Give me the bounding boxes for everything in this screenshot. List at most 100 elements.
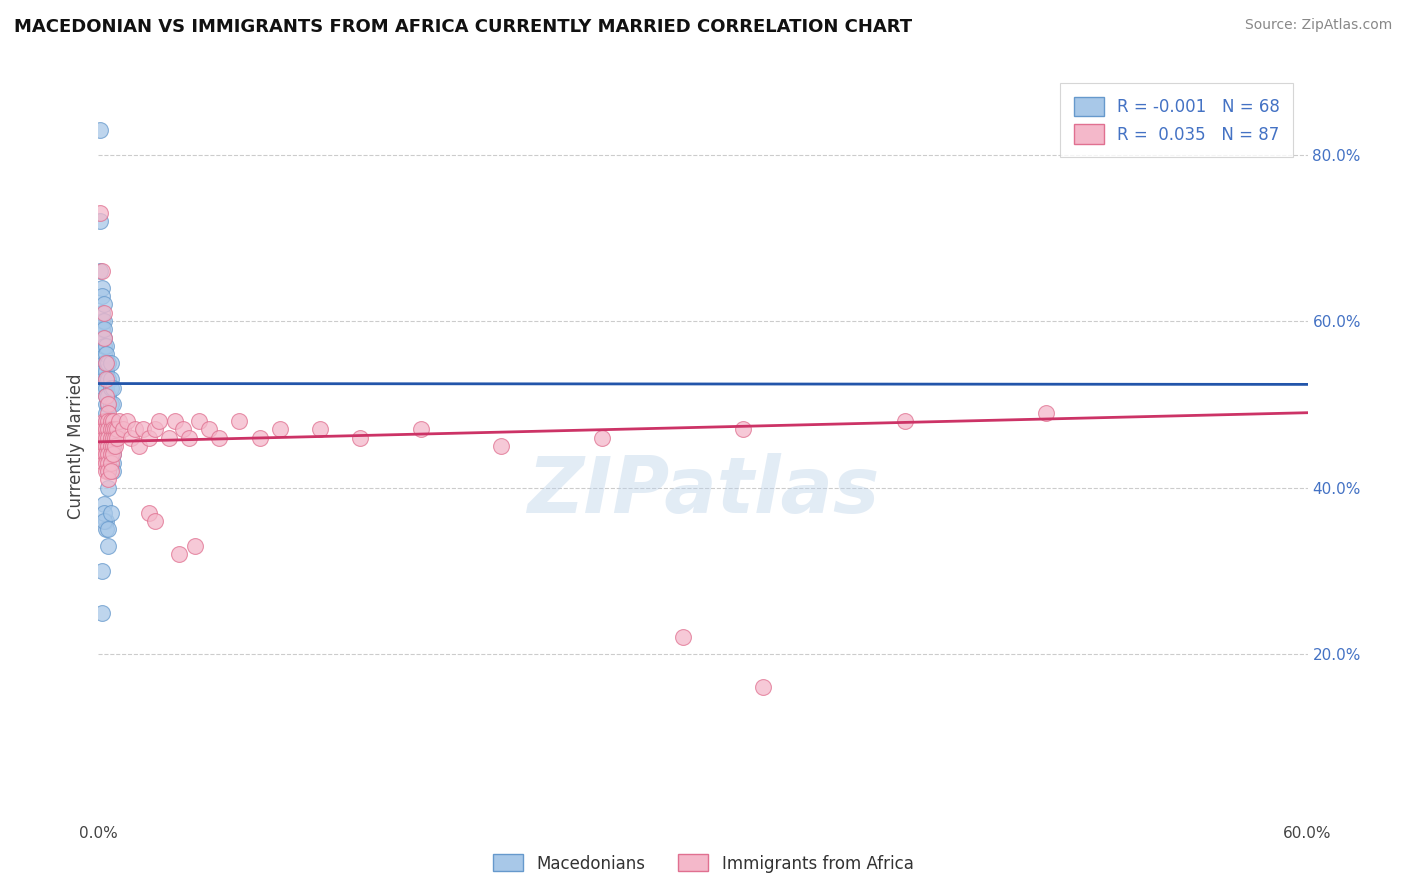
Point bbox=[269, 422, 291, 436]
Point bbox=[97, 431, 120, 445]
Point bbox=[96, 347, 118, 361]
Point bbox=[409, 422, 432, 436]
Point bbox=[893, 414, 915, 428]
Legend: R = -0.001   N = 68, R =  0.035   N = 87: R = -0.001 N = 68, R = 0.035 N = 87 bbox=[1060, 84, 1294, 157]
Point bbox=[91, 439, 114, 453]
Point bbox=[93, 439, 115, 453]
Point bbox=[101, 431, 124, 445]
Point bbox=[172, 422, 194, 436]
Point bbox=[101, 422, 124, 436]
Point bbox=[103, 431, 125, 445]
Point bbox=[101, 397, 124, 411]
Point bbox=[100, 431, 122, 445]
Point bbox=[96, 414, 118, 428]
Point bbox=[96, 364, 118, 378]
Point bbox=[93, 364, 115, 378]
Point bbox=[100, 464, 122, 478]
Point bbox=[208, 431, 231, 445]
Point bbox=[91, 264, 114, 278]
Point bbox=[96, 439, 118, 453]
Point bbox=[138, 431, 160, 445]
Point bbox=[91, 431, 114, 445]
Point bbox=[101, 431, 124, 445]
Point bbox=[97, 464, 120, 478]
Point bbox=[103, 439, 125, 453]
Point bbox=[96, 381, 118, 395]
Point bbox=[491, 439, 513, 453]
Point bbox=[103, 422, 125, 436]
Point bbox=[101, 447, 124, 461]
Point bbox=[228, 414, 250, 428]
Point bbox=[96, 414, 118, 428]
Point bbox=[93, 372, 115, 386]
Point bbox=[96, 406, 118, 420]
Point bbox=[93, 331, 115, 345]
Point bbox=[101, 447, 124, 461]
Point bbox=[100, 456, 122, 470]
Point bbox=[91, 564, 114, 578]
Point bbox=[97, 439, 120, 453]
Point bbox=[672, 631, 695, 645]
Point bbox=[101, 456, 124, 470]
Point bbox=[91, 447, 114, 461]
Point bbox=[91, 422, 114, 436]
Point bbox=[101, 439, 124, 453]
Point bbox=[93, 431, 115, 445]
Point bbox=[100, 506, 122, 520]
Point bbox=[100, 414, 122, 428]
Point bbox=[91, 281, 114, 295]
Point bbox=[100, 447, 122, 461]
Point bbox=[97, 414, 120, 428]
Point bbox=[89, 422, 111, 436]
Point bbox=[1035, 406, 1057, 420]
Point bbox=[101, 464, 124, 478]
Point bbox=[179, 431, 201, 445]
Point bbox=[97, 397, 120, 411]
Point bbox=[97, 456, 120, 470]
Point bbox=[96, 456, 118, 470]
Point bbox=[93, 347, 115, 361]
Point bbox=[93, 297, 115, 311]
Point bbox=[96, 356, 118, 370]
Point bbox=[97, 422, 120, 436]
Point bbox=[93, 414, 115, 428]
Point bbox=[105, 422, 128, 436]
Point bbox=[100, 372, 122, 386]
Point bbox=[198, 422, 221, 436]
Point bbox=[89, 214, 111, 228]
Text: MACEDONIAN VS IMMIGRANTS FROM AFRICA CURRENTLY MARRIED CORRELATION CHART: MACEDONIAN VS IMMIGRANTS FROM AFRICA CUR… bbox=[14, 18, 912, 36]
Point bbox=[89, 264, 111, 278]
Point bbox=[97, 422, 120, 436]
Point bbox=[97, 447, 120, 461]
Point bbox=[97, 447, 120, 461]
Point bbox=[91, 606, 114, 620]
Point bbox=[96, 356, 118, 370]
Point bbox=[143, 514, 166, 528]
Point bbox=[97, 356, 120, 370]
Point bbox=[100, 397, 122, 411]
Point bbox=[591, 431, 613, 445]
Point bbox=[93, 306, 115, 320]
Point bbox=[100, 431, 122, 445]
Point bbox=[97, 406, 120, 420]
Point bbox=[107, 414, 129, 428]
Point bbox=[138, 506, 160, 520]
Point bbox=[100, 422, 122, 436]
Point bbox=[89, 439, 111, 453]
Point bbox=[93, 381, 115, 395]
Point bbox=[309, 422, 332, 436]
Point bbox=[100, 439, 122, 453]
Text: Source: ZipAtlas.com: Source: ZipAtlas.com bbox=[1244, 18, 1392, 32]
Point bbox=[93, 497, 115, 511]
Point bbox=[96, 372, 118, 386]
Point bbox=[105, 431, 128, 445]
Point bbox=[97, 539, 120, 553]
Point bbox=[101, 381, 124, 395]
Y-axis label: Currently Married: Currently Married bbox=[66, 373, 84, 519]
Point bbox=[96, 389, 118, 403]
Point bbox=[100, 356, 122, 370]
Point bbox=[96, 389, 118, 403]
Point bbox=[96, 422, 118, 436]
Point bbox=[93, 331, 115, 345]
Point bbox=[97, 439, 120, 453]
